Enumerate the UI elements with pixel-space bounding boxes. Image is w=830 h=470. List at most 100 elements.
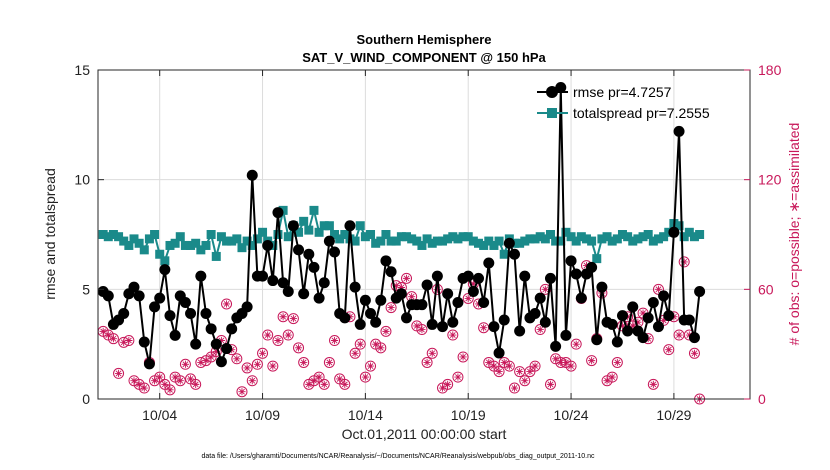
rmse-point: [658, 290, 670, 302]
spread-point: [515, 238, 525, 248]
obs-point: [385, 302, 397, 314]
obs-point: [570, 338, 582, 350]
obs-possible-marker: [380, 325, 392, 337]
rmse-point: [339, 312, 351, 324]
spread-point: [278, 205, 288, 215]
spread-point: [653, 234, 663, 244]
rmse-point: [241, 301, 253, 313]
obs-assimilated-marker: [336, 375, 344, 383]
spread-point: [324, 221, 334, 231]
obs-point: [354, 338, 366, 350]
obs-assimilated-marker: [685, 331, 693, 339]
rmse-point: [298, 288, 310, 300]
obs-assimilated-marker: [572, 340, 580, 348]
spread-point: [381, 230, 391, 239]
rmse-point: [560, 329, 572, 341]
spread-point: [330, 230, 340, 239]
rmse-point: [503, 237, 515, 249]
obs-possible-marker: [421, 356, 433, 368]
spread-point: [165, 240, 175, 250]
rmse-point: [143, 358, 155, 370]
obs-point: [246, 375, 258, 387]
y-right-tick-label: 120: [758, 172, 782, 188]
spread-point: [520, 236, 530, 246]
obs-assimilated-marker: [217, 336, 226, 345]
obs-assimilated-marker: [114, 369, 123, 378]
spread-point: [659, 232, 669, 242]
obs-point: [678, 256, 690, 268]
obs-assimilated-marker: [310, 377, 318, 385]
obs-assimilated-marker: [135, 380, 143, 388]
y-axis-label-right: # of obs: o=possible; ∗=assimilated: [786, 123, 802, 346]
obs-point: [123, 335, 135, 347]
obs-assimilated-marker: [690, 349, 699, 357]
obs-assimilated-marker: [588, 357, 596, 365]
rmse-point: [616, 310, 628, 322]
spread-point: [376, 236, 386, 246]
y-tick-label: 10: [74, 172, 90, 188]
obs-point: [241, 362, 253, 374]
obs-possible-marker: [503, 360, 515, 372]
spread-point: [294, 227, 304, 237]
rmse-point: [185, 307, 197, 319]
obs-assimilated-marker: [516, 367, 524, 376]
rmse-point: [169, 329, 181, 341]
spread-point: [684, 227, 694, 237]
obs-possible-marker: [323, 356, 335, 368]
x-tick-label: 10/19: [451, 407, 486, 423]
rmse-point: [118, 307, 130, 319]
spread-point: [175, 232, 185, 242]
obs-assimilated-marker: [397, 283, 405, 292]
spread-point: [191, 238, 201, 248]
spread-point: [124, 240, 134, 250]
obs-assimilated-marker: [629, 322, 637, 330]
obs-point: [298, 356, 310, 368]
spread-point: [304, 225, 314, 235]
obs-assimilated-marker: [372, 340, 380, 348]
spread-point: [432, 236, 442, 246]
footnote: data file: /Users/gharamti/Documents/NCA…: [201, 453, 595, 460]
obs-point: [231, 353, 243, 365]
obs-assimilated-marker: [104, 331, 112, 339]
obs-assimilated-marker: [156, 373, 164, 381]
rmse-point: [447, 316, 459, 328]
obs-assimilated-marker: [192, 380, 200, 388]
rmse-point: [282, 286, 294, 298]
obs-assimilated-marker: [341, 380, 349, 388]
spread-point: [438, 236, 448, 246]
rmse-point: [257, 270, 269, 282]
obs-point: [107, 333, 119, 345]
obs-assimilated-marker: [140, 384, 148, 392]
rmse-point: [606, 318, 618, 330]
obs-assimilated-marker: [325, 358, 333, 367]
obs-possible-marker: [293, 342, 305, 354]
obs-assimilated-marker: [284, 331, 292, 339]
rmse-point: [195, 270, 207, 282]
legend-rmse-label: rmse pr=4.7257: [573, 84, 672, 100]
rmse-point: [277, 277, 289, 289]
spread-point: [402, 232, 412, 242]
rmse-point: [190, 338, 202, 350]
obs-assimilated-marker: [639, 309, 647, 317]
obs-assimilated-marker: [212, 347, 220, 356]
rmse-point: [344, 220, 356, 232]
rmse-point: [246, 169, 258, 181]
obs-point: [514, 366, 526, 378]
rmse-point: [596, 281, 608, 293]
legend-spread-label: totalspread pr=7.2555: [573, 105, 710, 121]
obs-assimilated-marker: [495, 367, 503, 376]
spread-point: [134, 238, 144, 248]
spread-point: [309, 205, 319, 215]
spread-point: [602, 232, 612, 242]
obs-assimilated-marker: [490, 362, 498, 370]
spread-point: [247, 240, 257, 250]
obs-assimilated-marker: [130, 377, 138, 385]
rmse-point: [221, 343, 233, 355]
rmse-point: [544, 272, 556, 284]
spread-point: [530, 234, 540, 244]
rmse-point: [293, 244, 305, 256]
obs-possible-marker: [257, 347, 269, 359]
obs-assimilated-marker: [233, 355, 241, 363]
spread-point: [458, 232, 468, 242]
spread-point: [396, 232, 406, 242]
